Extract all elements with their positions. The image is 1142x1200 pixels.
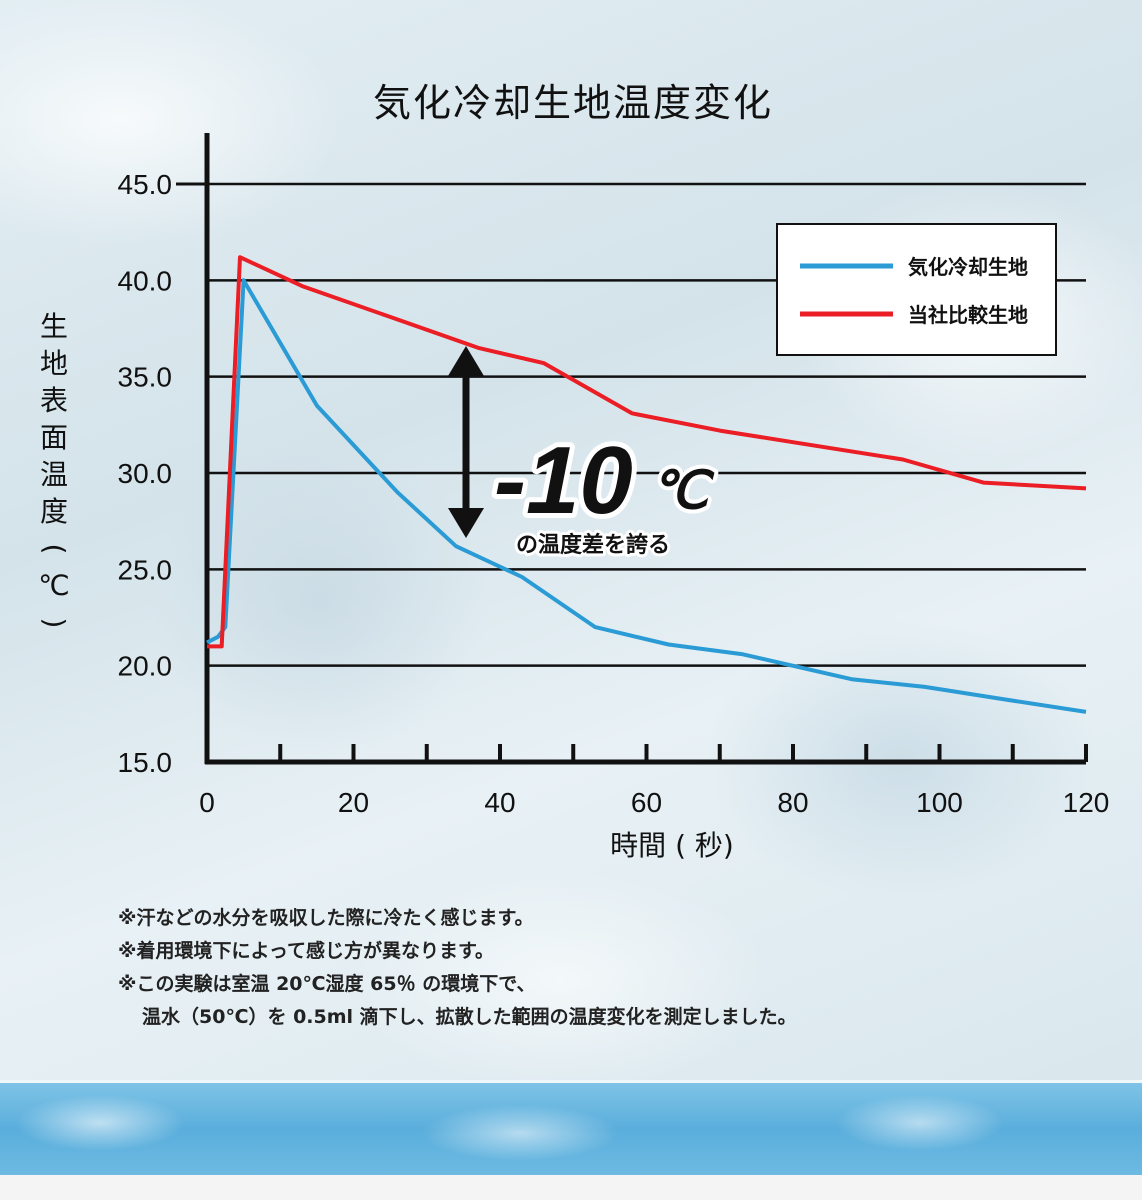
x-tick-label: 40 [484,787,515,818]
y-tick-label: 40.0 [118,265,173,296]
footnotes: ※汗などの水分を吸収した際に冷たく感じます。 ※着用環境下によって感じ方が異なり… [118,902,1118,1034]
legend: 気化冷却生地 当社比較生地 [776,223,1057,356]
bottom-strip [0,1175,1142,1200]
x-tick-label: 60 [631,787,662,818]
footnote: 温水（50℃）を 0.5ml 滴下し、拡散した範囲の温度変化を測定しました。 [142,1006,797,1028]
x-tick-labels: 0 20 40 60 80 100 120 [199,787,1109,818]
y-axis-label-char: 温 [40,458,68,491]
y-tick-label: 25.0 [118,554,173,585]
x-tick-label: 20 [338,787,369,818]
y-axis-label-char: 生 [40,310,68,343]
y-tick-label: 35.0 [118,362,173,393]
series-line-comparison [207,255,1087,649]
series-lines [206,255,1087,714]
chart-title: 気化冷却生地温度変化 [373,81,773,125]
footnote: ※着用環境下によって感じ方が異なります。 [118,940,495,962]
y-axis-label-char: ) [38,618,71,629]
y-tick-label: 15.0 [118,747,173,778]
divider [0,1080,1142,1083]
chart: 気化冷却生地温度変化 15.020.025.030.035.040.045.0 … [38,81,1109,862]
y-axis-label-char: ℃ [38,569,69,602]
series-line-evaporative [206,278,1087,714]
y-axis-label-char: ( [38,544,71,555]
difference-value: -10 [494,427,633,534]
y-tick-label: 45.0 [118,169,173,200]
difference-unit: ℃ [650,462,715,520]
axes [204,133,1088,765]
y-axis-label-char: 度 [40,495,68,528]
ice-decoration-band [0,1083,1142,1175]
x-tick-label: 0 [199,787,215,818]
footnote: ※この実験は室温 20℃湿度 65％ の環境下で、 [118,973,536,995]
legend-label-evaporative: 気化冷却生地 [908,255,1028,279]
grid [176,182,1086,667]
y-tick-label: 20.0 [118,651,173,682]
y-tick-label: 30.0 [118,458,173,489]
y-axis-label-char: 地 [40,347,68,380]
temperature-difference-callout: -10 ℃ の温度差を誇る [489,422,719,561]
x-tick-label: 120 [1063,787,1110,818]
x-tick-label: 100 [916,787,963,818]
x-tick-label: 80 [777,787,808,818]
y-tick-labels: 15.0 20.0 25.0 30.0 35.0 40.0 45.0 [118,169,173,778]
y-axis-label-char: 表 [40,384,68,417]
temperature-difference-arrow [448,346,484,538]
y-axis-label-char: 面 [40,421,68,454]
difference-caption: の温度差を誇る [516,532,670,558]
footnote: ※汗などの水分を吸収した際に冷たく感じます。 [118,907,534,929]
x-axis-label: 時間 ( 秒) [610,829,734,862]
legend-label-comparison: 当社比較生地 [908,303,1028,327]
